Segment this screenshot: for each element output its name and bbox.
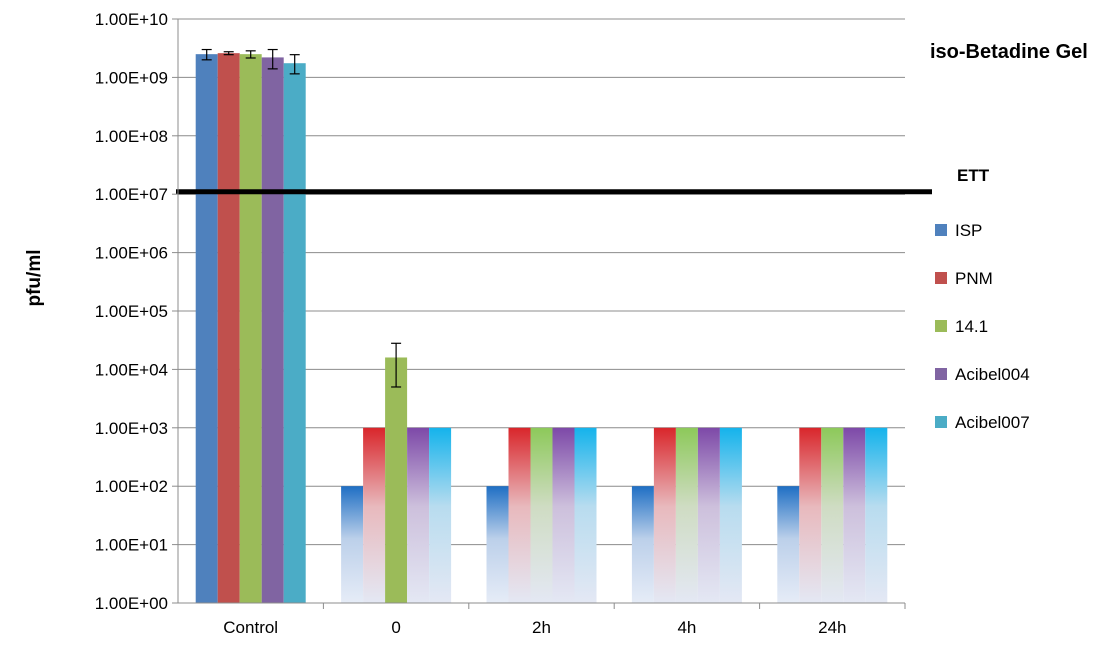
bar xyxy=(429,427,452,603)
bar xyxy=(239,54,262,604)
y-tick-label: 1.00E+06 xyxy=(95,244,168,263)
chart-title: iso-Betadine Gel xyxy=(930,41,1088,63)
bar xyxy=(217,53,240,604)
legend-label: ISP xyxy=(955,221,982,240)
bar xyxy=(508,427,531,603)
y-tick-label: 1.00E+04 xyxy=(95,360,168,379)
y-tick-label: 1.00E+01 xyxy=(95,536,168,555)
bar xyxy=(283,63,306,603)
x-tick-label: 24h xyxy=(818,618,846,637)
y-tick-label: 1.00E+02 xyxy=(95,477,168,496)
legend-label: Acibel004 xyxy=(955,365,1030,384)
x-tick-label: Control xyxy=(223,618,278,637)
legend-swatch xyxy=(935,320,947,332)
bar xyxy=(799,427,822,603)
legend-swatch xyxy=(935,368,947,380)
bar xyxy=(719,427,742,603)
bar xyxy=(697,427,720,603)
y-tick-label: 1.00E+00 xyxy=(95,594,168,613)
bar xyxy=(486,486,509,603)
bar xyxy=(261,57,284,603)
bar xyxy=(363,427,386,603)
error-bars xyxy=(201,48,402,388)
bar xyxy=(843,427,866,603)
y-tick-label: 1.00E+09 xyxy=(95,68,168,87)
bar xyxy=(552,427,575,603)
legend-swatch xyxy=(935,224,947,236)
x-tick-label: 2h xyxy=(532,618,551,637)
y-tick-label: 1.00E+07 xyxy=(95,185,168,204)
bar xyxy=(675,427,698,603)
bar xyxy=(195,54,218,604)
x-tick-label: 0 xyxy=(391,618,400,637)
bar xyxy=(865,427,888,603)
bar xyxy=(653,427,676,603)
y-tick-label: 1.00E+08 xyxy=(95,127,168,146)
bar xyxy=(407,427,430,603)
legend-label: Acibel007 xyxy=(955,413,1030,432)
y-tick-label: 1.00E+05 xyxy=(95,302,168,321)
y-axis-title: pfu/ml xyxy=(24,250,45,307)
axes: 1.00E+00 1.00E+01 1.00E+02 1.00E+03 1.00E+04… xyxy=(95,10,906,637)
legend-swatch xyxy=(935,272,947,284)
x-tick-label: 4h xyxy=(677,618,696,637)
legend-label: PNM xyxy=(955,269,993,288)
bar xyxy=(777,486,800,603)
y-tick-label: 1.00E+03 xyxy=(95,419,168,438)
bar xyxy=(631,486,654,603)
legend: ISP PNM 14.1 Acibel004 Acibel007 xyxy=(935,221,1030,432)
y-tick-label: 1.00E+10 xyxy=(95,10,168,29)
ett-label: ETT xyxy=(957,166,990,185)
bar xyxy=(341,486,364,603)
legend-swatch xyxy=(935,416,947,428)
bar xyxy=(385,357,408,603)
bar xyxy=(821,427,844,603)
bar xyxy=(574,427,597,603)
legend-label: 14.1 xyxy=(955,317,988,336)
bar xyxy=(530,427,553,603)
